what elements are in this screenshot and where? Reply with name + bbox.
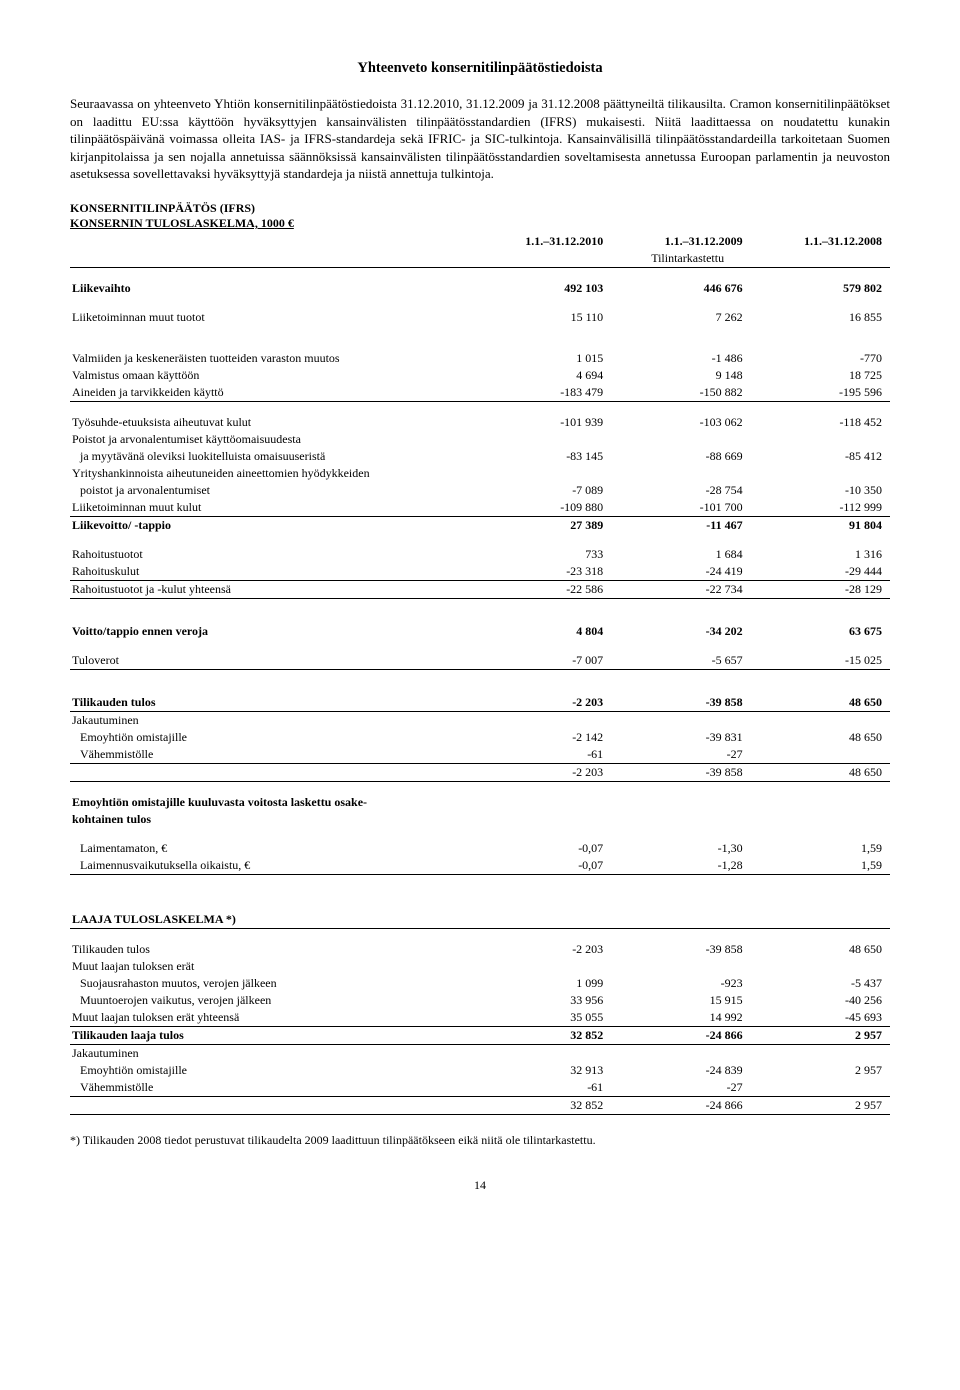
eps-head-l1-row: Emoyhtiön omistajille kuuluvasta voitost… xyxy=(70,794,890,811)
attribution-head-row: Jakautuminen xyxy=(70,711,890,729)
finance-income-row: Rahoitustuotot 733 1 684 1 316 xyxy=(70,546,890,563)
section-heading: KONSERNITILINPÄÄTÖS (IFRS) KONSERNIN TUL… xyxy=(70,201,890,231)
comprehensive-result-row: Tilikauden tulos -2 203 -39 858 48 650 xyxy=(70,941,890,958)
col-2009: 1.1.–31.12.2009 xyxy=(611,233,750,250)
finance-total-row: Rahoitustuotot ja -kulut yhteensä -22 58… xyxy=(70,580,890,598)
tax-row: Tuloverot -7 007 -5 657 -15 025 xyxy=(70,652,890,670)
other-income-row: Liiketoiminnan muut tuotot 15 110 7 262 … xyxy=(70,309,890,326)
period-result-row: Tilikauden tulos -2 203 -39 858 48 650 xyxy=(70,694,890,712)
owners2-row: Emoyhtiön omistajille 32 913 -24 839 2 9… xyxy=(70,1062,890,1079)
depreciation-l1-row: Poistot ja arvonalentumiset käyttöomaisu… xyxy=(70,431,890,448)
intro-paragraph: Seuraavassa on yhteenveto Yhtiön konsern… xyxy=(70,95,890,183)
inventory-change-row: Valmiiden ja keskeneräisten tuotteiden v… xyxy=(70,350,890,367)
attribution2-head-row: Jakautuminen xyxy=(70,1044,890,1062)
employee-benefits-row: Työsuhde-etuuksista aiheutuvat kulut -10… xyxy=(70,414,890,431)
own-use-row: Valmistus omaan käyttöön 4 694 9 148 18 … xyxy=(70,367,890,384)
intangibles-l2-row: poistot ja arvonalentumiset -7 089 -28 7… xyxy=(70,482,890,499)
materials-row: Aineiden ja tarvikkeiden käyttö -183 479… xyxy=(70,384,890,402)
fx-row: Muuntoerojen vaikutus, verojen jälkeen 3… xyxy=(70,992,890,1009)
eps-diluted-row: Laimennusvaikutuksella oikaistu, € -0,07… xyxy=(70,857,890,875)
col-2010: 1.1.–31.12.2010 xyxy=(472,233,611,250)
revenue-row: Liikevaihto 492 103 446 676 579 802 xyxy=(70,280,890,297)
oci-total-row: Muut laajan tuloksen erät yhteensä 35 05… xyxy=(70,1009,890,1027)
attribution-sum-row: -2 203 -39 858 48 650 xyxy=(70,763,890,781)
minority2-row: Vähemmistölle -61 -27 xyxy=(70,1079,890,1097)
page-number: 14 xyxy=(70,1178,890,1193)
depreciation-l2-row: ja myytävänä oleviksi luokitelluista oma… xyxy=(70,448,890,465)
attribution2-sum-row: 32 852 -24 866 2 957 xyxy=(70,1096,890,1114)
page-title: Yhteenveto konsernitilinpäätöstiedoista xyxy=(70,60,890,77)
profit-before-tax-row: Voitto/tappio ennen veroja 4 804 -34 202… xyxy=(70,623,890,640)
operating-profit-row: Liikevoitto/ -tappio 27 389 -11 467 91 8… xyxy=(70,516,890,534)
other-expenses-row: Liiketoiminnan muut kulut -109 880 -101 … xyxy=(70,499,890,517)
owners-row: Emoyhtiön omistajille -2 142 -39 831 48 … xyxy=(70,729,890,746)
audited-row: Tilintarkastettu xyxy=(70,250,890,268)
column-header-row: 1.1.–31.12.2010 1.1.–31.12.2009 1.1.–31.… xyxy=(70,233,890,250)
section-heading-line2: KONSERNIN TULOSLASKELMA, 1000 € xyxy=(70,216,294,230)
oci-head-row: Muut laajan tuloksen erät xyxy=(70,958,890,975)
minority-row: Vähemmistölle -61 -27 xyxy=(70,746,890,764)
audited-label: Tilintarkastettu xyxy=(611,250,750,268)
income-statement-table: 1.1.–31.12.2010 1.1.–31.12.2009 1.1.–31.… xyxy=(70,233,890,1115)
eps-basic-row: Laimentamaton, € -0,07 -1,30 1,59 xyxy=(70,840,890,857)
section-heading-line1: KONSERNITILINPÄÄTÖS (IFRS) xyxy=(70,201,255,215)
comprehensive-head-row: LAAJA TULOSLASKELMA *) xyxy=(70,911,890,929)
eps-head-l2-row: kohtainen tulos xyxy=(70,811,890,828)
col-2008: 1.1.–31.12.2008 xyxy=(751,233,890,250)
footnote: *) Tilikauden 2008 tiedot perustuvat til… xyxy=(70,1133,890,1148)
total-comprehensive-row: Tilikauden laaja tulos 32 852 -24 866 2 … xyxy=(70,1026,890,1044)
intangibles-l1-row: Yrityshankinnoista aiheutuneiden aineett… xyxy=(70,465,890,482)
hedge-row: Suojausrahaston muutos, verojen jälkeen … xyxy=(70,975,890,992)
finance-expense-row: Rahoituskulut -23 318 -24 419 -29 444 xyxy=(70,563,890,581)
